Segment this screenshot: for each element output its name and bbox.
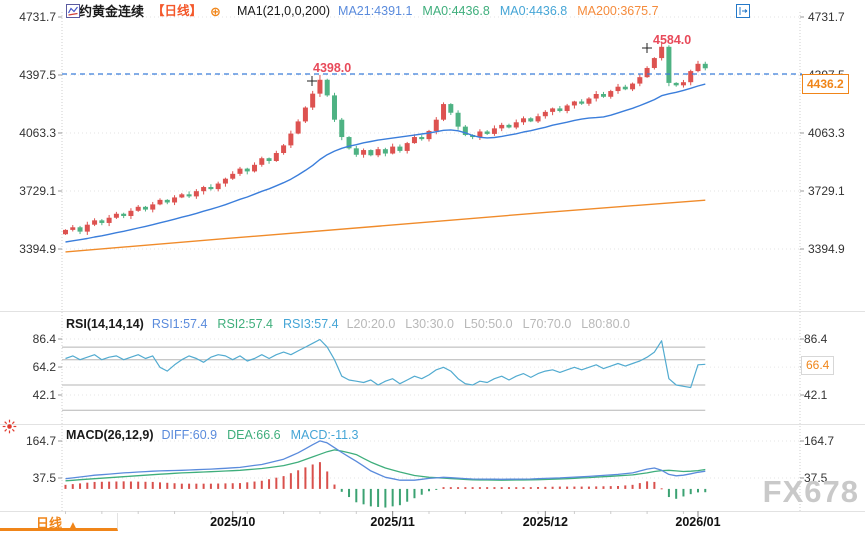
price-axis-label-right: 3394.9 xyxy=(808,242,845,256)
last-price-tag: 4436.2 xyxy=(802,74,849,94)
high-cross-markers xyxy=(307,43,652,86)
macd-diff-line xyxy=(65,440,706,481)
panel-frame xyxy=(0,12,865,517)
gridlines xyxy=(62,16,800,479)
ma-values: MA21:4391.1 MA0:4436.8 MA0:4436.8 MA200:367… xyxy=(338,4,659,19)
rsi-line xyxy=(65,338,706,389)
macd-axis-label-right: 37.5 xyxy=(804,471,828,485)
legend-rsi-level: L80:80.0 xyxy=(581,317,630,331)
tab-daily-interval[interactable]: 日线 ▲ xyxy=(0,513,118,531)
tab-label: 日线 xyxy=(36,516,63,531)
rsi-axis-label-right: 86.4 xyxy=(804,332,828,346)
x-axis-date-label: 2026/01 xyxy=(675,515,721,529)
macd-legend: MACD(26,12,9) DIFF:60.9 DEA:66.6 MACD:-11.… xyxy=(66,428,358,443)
main-chart-legend: 纽约黄金连续 【日线】 ⊕ MA1(21,0,0,200) MA21:4391.… xyxy=(66,4,659,19)
candlestick-series xyxy=(63,42,708,235)
rsi-axis-label-left: 86.4 xyxy=(32,332,56,346)
rsi-level-labels: L20:20.0 L30:30.0 L50:50.0 L70:70.0 L80:80.0 xyxy=(347,317,630,332)
price-axis-label-right: 4731.7 xyxy=(808,10,845,24)
x-axis-date-label: 2025/11 xyxy=(370,515,415,529)
macd-axis-label-left: 164.7 xyxy=(25,434,56,448)
marked-high-label-4584: 4584.0 xyxy=(653,33,692,47)
rsi-axis-label-left: 64.2 xyxy=(32,360,56,375)
legend-macd-value: MACD:-11.3 xyxy=(290,428,359,442)
price-axis-label-left: 4731.7 xyxy=(19,10,56,24)
price-axis-label-left: 3394.9 xyxy=(19,242,56,256)
legend-macd-value: DEA:66.6 xyxy=(227,428,281,442)
macd-histogram xyxy=(64,462,707,508)
period-tag: 【日线】 xyxy=(152,4,203,18)
ma21-line xyxy=(65,83,706,243)
legend-rsi-level: L30:30.0 xyxy=(405,317,454,331)
tab-arrow-icon: ▲ xyxy=(68,520,78,531)
ma200-line xyxy=(65,199,706,253)
legend-ma-value: MA0:4436.8 xyxy=(499,4,568,18)
symbol-title: 纽约黄金连续 xyxy=(66,4,145,19)
legend-ma-value: MA0:4436.8 xyxy=(422,4,490,18)
legend-rsi-value: RSI3:57.4 xyxy=(283,317,339,331)
ma-settings-label: MA1(21,0,0,200) xyxy=(236,4,331,18)
macd-title: MACD(26,12,9) xyxy=(66,428,154,442)
x-axis-date-label: 2025/12 xyxy=(522,515,568,529)
macd-axis-label-left: 37.5 xyxy=(32,471,56,485)
price-axis-label-right: 3729.1 xyxy=(808,184,845,198)
legend-rsi-value: RSI1:57.4 xyxy=(151,317,208,331)
legend-rsi-value: RSI2:57.4 xyxy=(217,317,274,331)
shift-right-icon[interactable] xyxy=(736,4,750,18)
marked-high-label-4398: 4398.0 xyxy=(313,61,352,75)
price-axis-label-left: 4397.5 xyxy=(19,68,56,82)
rsi-values: RSI1:57.4 RSI2:57.4 RSI3:57.4 xyxy=(152,317,339,332)
watermark: FX678 xyxy=(762,474,859,509)
rsi-axis-label-right: 42.1 xyxy=(804,388,828,402)
price-axis-label-left: 3729.1 xyxy=(19,184,56,198)
rsi-current-value-tag: 66.4 xyxy=(801,356,835,376)
legend-macd-value: DIFF:60.9 xyxy=(161,428,218,442)
rsi-axis-label-left: 42.1 xyxy=(32,388,56,402)
price-axis-label-left: 4063.3 xyxy=(19,126,56,140)
legend-ma-value: MA200:3675.7 xyxy=(577,4,659,18)
add-indicator-icon[interactable]: ⊕ xyxy=(210,4,221,19)
price-axis-label-right: 4063.3 xyxy=(808,126,845,140)
macd-values: DIFF:60.9 DEA:66.6 MACD:-11.3 xyxy=(162,428,359,443)
legend-rsi-level: L50:50.0 xyxy=(463,317,513,331)
rsi-title: RSI(14,14,14) xyxy=(66,317,144,331)
legend-ma-value: MA21:4391.1 xyxy=(338,4,413,18)
legend-rsi-level: L70:70.0 xyxy=(522,317,572,331)
legend-rsi-level: L20:20.0 xyxy=(346,317,396,331)
x-axis-date-label: 2025/10 xyxy=(210,515,256,529)
macd-dea-line xyxy=(65,449,706,482)
rsi-legend: RSI(14,14,14) RSI1:57.4 RSI2:57.4 RSI3:57.… xyxy=(66,317,630,332)
macd-axis-label-right: 164.7 xyxy=(804,434,835,448)
